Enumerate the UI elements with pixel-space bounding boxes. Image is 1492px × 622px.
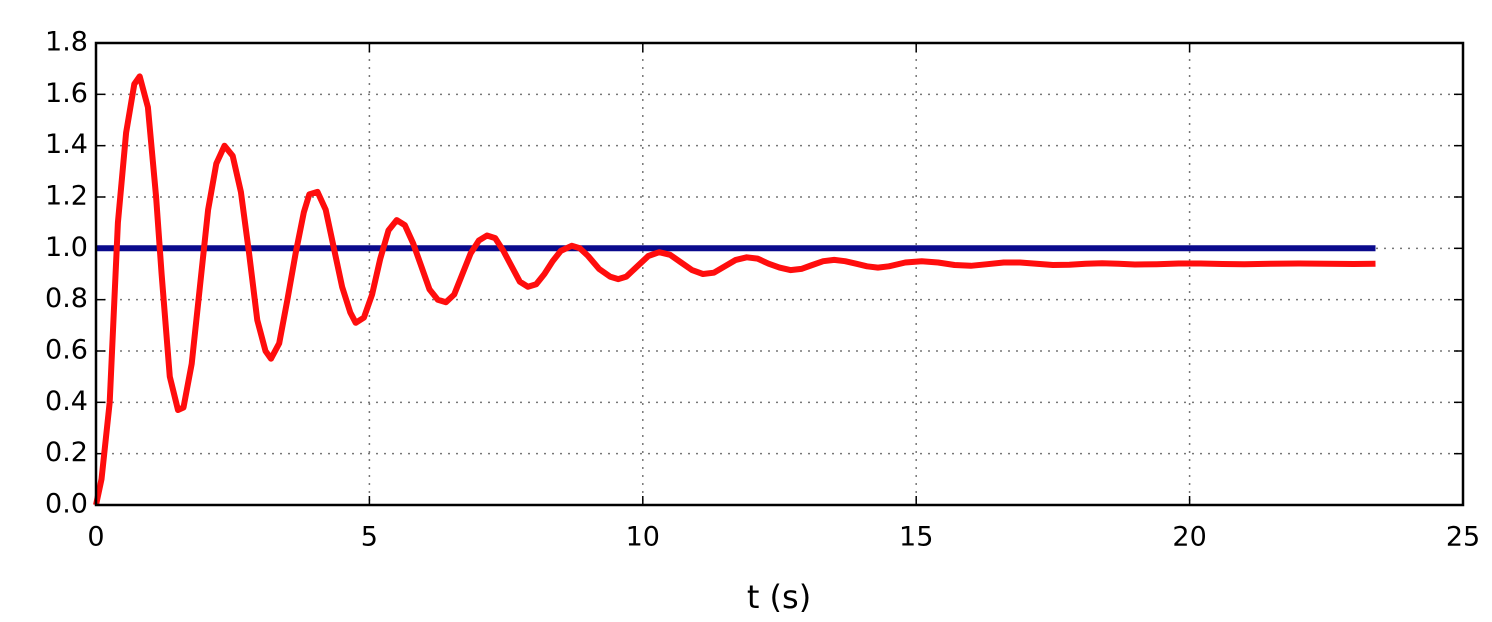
y-tick-label: 0.6	[45, 335, 88, 366]
x-tick-label: 5	[361, 522, 378, 553]
x-tick-label: 20	[1172, 522, 1206, 553]
x-tick-label: 25	[1446, 522, 1480, 553]
y-tick-label: 1.4	[45, 129, 88, 160]
x-tick-label: 15	[899, 522, 933, 553]
y-tick-label: 1.8	[45, 27, 88, 58]
y-tick-label: 0.0	[45, 489, 88, 520]
y-tick-label: 0.2	[45, 437, 88, 468]
y-tick-label: 0.8	[45, 283, 88, 314]
x-tick-label: 10	[626, 522, 660, 553]
y-tick-label: 0.4	[45, 386, 88, 417]
y-tick-label: 1.6	[45, 78, 88, 109]
x-axis-label: t (s)	[747, 578, 811, 616]
y-tick-label: 1.2	[45, 181, 88, 212]
plot-frame	[94, 41, 1465, 507]
y-tick-label: 1.0	[45, 232, 88, 263]
data-line	[93, 73, 1376, 506]
x-tick-label: 0	[87, 522, 104, 553]
